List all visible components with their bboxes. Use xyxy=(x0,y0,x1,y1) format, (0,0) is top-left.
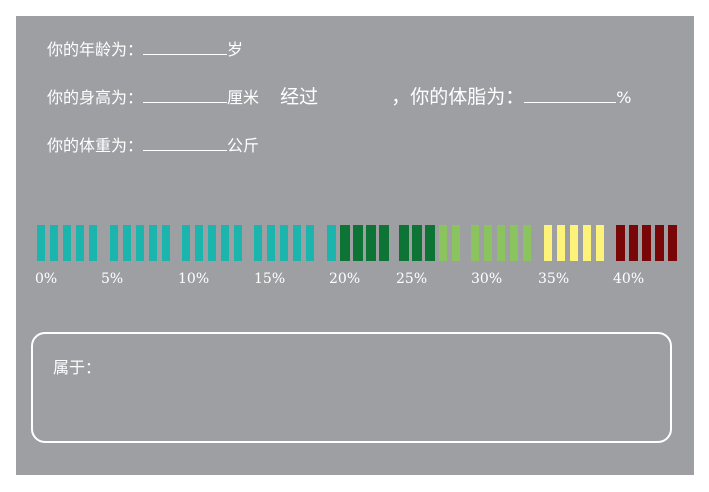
fat-blank[interactable] xyxy=(524,86,617,103)
weight-row: 你的体重为： 公斤 xyxy=(47,134,259,156)
scale-segment xyxy=(353,225,363,261)
scale-segment xyxy=(63,225,71,261)
scale-tick-label: 25% xyxy=(396,271,428,287)
height-unit: 厘米 xyxy=(227,88,260,107)
scale-segment xyxy=(162,225,170,261)
scale-tick-label: 35% xyxy=(538,271,570,287)
scale-segment xyxy=(583,225,591,261)
scale-segment xyxy=(254,225,262,261)
scale-segment xyxy=(655,225,664,261)
scale-segment xyxy=(616,225,625,261)
height-label: 你的身高为： xyxy=(47,88,144,107)
fat-prefix: ，你的体脂为： xyxy=(391,86,525,108)
scale-segment xyxy=(340,225,350,261)
height-row: 你的身高为： 厘米 经过 ，你的体脂为：% xyxy=(47,86,631,108)
scale-segment xyxy=(234,225,242,261)
after-text: 经过 xyxy=(280,86,319,108)
age-unit: 岁 xyxy=(227,40,244,59)
scale-segment xyxy=(425,225,435,261)
scale-segment xyxy=(510,225,518,261)
scale-segment xyxy=(484,225,492,261)
result-label: 属于： xyxy=(53,358,102,377)
scale-segment xyxy=(89,225,97,261)
scale-segment xyxy=(195,225,203,261)
scale-tick-label: 0% xyxy=(35,271,58,287)
scale-segment xyxy=(471,225,479,261)
scale-segment xyxy=(293,225,301,261)
age-blank[interactable] xyxy=(143,38,228,55)
scale-segment xyxy=(182,225,190,261)
weight-blank[interactable] xyxy=(143,134,228,151)
weight-label: 你的体重为： xyxy=(47,136,144,155)
scale-segment xyxy=(412,225,422,261)
scale-tick-label: 10% xyxy=(178,271,210,287)
scale-tick-label: 40% xyxy=(613,271,645,287)
scale-segment xyxy=(149,225,157,261)
scale-segment xyxy=(642,225,651,261)
scale-tick-label: 20% xyxy=(329,271,361,287)
scale-segment xyxy=(208,225,216,261)
scale-tick-label: 30% xyxy=(471,271,503,287)
scale-segment xyxy=(570,225,578,261)
scale-segment xyxy=(439,225,447,261)
scale-segment xyxy=(668,225,677,261)
result-box: 属于： xyxy=(31,332,672,443)
scale-segment xyxy=(37,225,45,261)
scale-segment xyxy=(523,225,531,261)
scale-segment xyxy=(399,225,409,261)
weight-unit: 公斤 xyxy=(227,136,260,155)
scale-segment xyxy=(221,225,229,261)
scale-segment xyxy=(497,225,505,261)
scale-segment xyxy=(136,225,144,261)
body-fat-panel: 你的年龄为： 岁 你的身高为： 厘米 经过 ，你的体脂为：% 你的体重为： 公斤 0%… xyxy=(16,16,694,475)
scale-segment xyxy=(557,225,565,261)
fat-unit: % xyxy=(616,88,632,107)
height-blank[interactable] xyxy=(143,86,228,103)
scale-segment xyxy=(327,225,336,261)
scale-tick-label: 5% xyxy=(101,271,124,287)
age-label: 你的年龄为： xyxy=(47,40,144,59)
scale-segment xyxy=(629,225,638,261)
scale-segment xyxy=(379,225,389,261)
scale-segment xyxy=(76,225,84,261)
scale-segment xyxy=(280,225,288,261)
scale-segment xyxy=(50,225,58,261)
scale-segment xyxy=(306,225,314,261)
scale-segment xyxy=(596,225,604,261)
scale-segment xyxy=(110,225,118,261)
scale-segment xyxy=(452,225,460,261)
scale-segment xyxy=(366,225,376,261)
scale-segment xyxy=(544,225,552,261)
scale-segment xyxy=(267,225,275,261)
age-row: 你的年龄为： 岁 xyxy=(47,38,243,60)
scale-tick-label: 15% xyxy=(254,271,286,287)
scale-segment xyxy=(123,225,131,261)
